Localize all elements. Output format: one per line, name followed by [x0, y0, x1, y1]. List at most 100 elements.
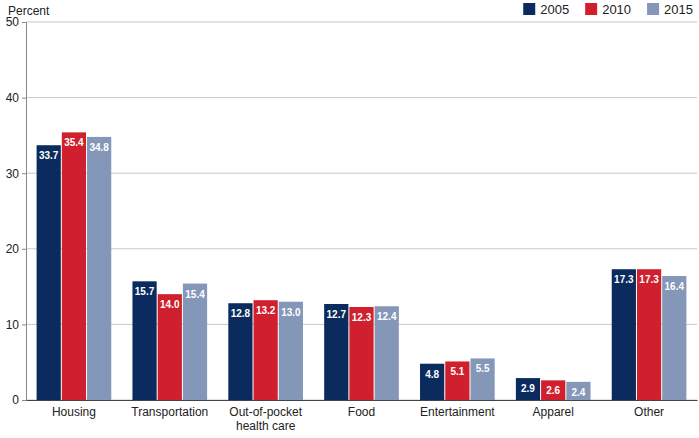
bar [324, 304, 348, 400]
bar [279, 302, 303, 400]
x-tick-label: Housing [52, 405, 96, 419]
legend-swatch [523, 3, 535, 15]
bars [37, 132, 687, 400]
bar [62, 132, 86, 400]
y-tick: 10 [6, 318, 26, 332]
bar [37, 145, 61, 400]
x-tick-label: Apparel [533, 405, 574, 419]
y-tick-mark [22, 400, 26, 401]
bar [158, 294, 182, 400]
data-label: 16.4 [665, 281, 685, 292]
grid-line [26, 248, 697, 249]
data-label: 12.7 [327, 309, 347, 320]
grid-line [26, 22, 697, 23]
grid-line [26, 97, 697, 98]
y-tick-label: 30 [6, 167, 20, 181]
y-tick: 20 [6, 242, 26, 256]
y-tick-mark [22, 22, 26, 23]
bar [228, 303, 252, 400]
bar [183, 284, 207, 400]
x-tick-label: Other [634, 405, 664, 419]
y-axis: 01020304050 [6, 15, 27, 407]
x-tick-label: Transportation [131, 405, 208, 419]
series-bars [37, 145, 636, 400]
data-label: 2.6 [546, 385, 560, 396]
legend-label: 2015 [664, 2, 693, 17]
data-label: 12.4 [377, 311, 397, 322]
bar [612, 269, 636, 400]
x-tick: Apparel [533, 400, 574, 419]
y-tick-mark [22, 324, 26, 325]
x-tick: Food [348, 400, 375, 419]
bar [87, 137, 111, 400]
data-label: 35.4 [64, 137, 84, 148]
data-label: 33.7 [39, 150, 59, 161]
x-tick: Transportation [131, 400, 208, 419]
bar [445, 361, 469, 400]
data-label: 13.2 [256, 305, 276, 316]
y-tick-label: 40 [6, 91, 20, 105]
series-bars [87, 137, 686, 400]
data-label: 34.8 [89, 142, 109, 153]
x-tick-label-line: health care [236, 419, 296, 433]
y-tick-mark [22, 249, 26, 250]
legend-swatch [585, 3, 597, 15]
x-tick-label: Out-of-pockethealth care [229, 405, 302, 433]
bar [566, 382, 590, 400]
y-tick-label: 20 [6, 242, 20, 256]
bar [516, 378, 540, 400]
grid [26, 22, 697, 400]
y-tick: 0 [12, 393, 26, 407]
data-label: 12.3 [352, 312, 372, 323]
y-tick-label: 0 [12, 393, 19, 407]
series-bars [62, 132, 661, 400]
x-tick: Other [634, 400, 664, 419]
y-tick-mark [22, 98, 26, 99]
data-labels: 33.7 15.7 12.8 12.7 4.8 2.9 17.3 35.4 14.0 13.2 12… [39, 137, 684, 397]
data-label: 2.4 [571, 387, 585, 398]
y-tick-label: 10 [6, 318, 20, 332]
data-label: 15.7 [135, 286, 155, 297]
data-label: 2.9 [521, 383, 535, 394]
legend-item: 2015 [647, 2, 693, 17]
x-tick: Entertainment [420, 400, 495, 419]
grid-line [26, 173, 697, 174]
bar [132, 281, 156, 400]
x-tick-label-line: Out-of-pocket [229, 405, 302, 419]
y-tick-mark [22, 173, 26, 174]
legend-item: 2005 [523, 2, 569, 17]
x-tick-label: Food [348, 405, 375, 419]
y-tick: 40 [6, 91, 26, 105]
bar [420, 364, 444, 400]
bar [541, 380, 565, 400]
data-label: 12.8 [231, 308, 251, 319]
chart: 0102030405033.715.712.812.74.82.917.335.… [0, 0, 699, 438]
bar [375, 306, 399, 400]
legend-label: 2005 [540, 2, 569, 17]
legend-label: 2010 [602, 2, 631, 17]
data-label: 14.0 [160, 299, 180, 310]
data-label: 13.0 [281, 307, 301, 318]
data-label: 17.3 [639, 274, 659, 285]
data-label: 15.4 [185, 289, 205, 300]
data-label: 17.3 [614, 274, 634, 285]
x-axis-line [27, 400, 698, 401]
x-tick-label: Entertainment [420, 405, 495, 419]
x-tick: Out-of-pockethealth care [229, 400, 302, 433]
bar [637, 269, 661, 400]
x-axis: Housing Transportation Out-of-pockethealth… [27, 400, 698, 433]
plot: 0102030405033.715.712.812.74.82.917.335.… [6, 15, 698, 433]
legend-swatch [647, 3, 659, 15]
legend-item: 2010 [585, 2, 631, 17]
y-axis-line [22, 23, 27, 401]
bar [662, 276, 686, 400]
data-label: 5.1 [450, 366, 464, 377]
bar [470, 358, 494, 400]
data-label: 5.5 [476, 363, 490, 374]
legend: 2005 2010 2015 [523, 2, 693, 17]
y-tick: 30 [6, 167, 26, 181]
bar [254, 300, 278, 400]
data-label: 4.8 [425, 369, 439, 380]
bar [349, 307, 373, 400]
x-tick: Housing [52, 400, 96, 419]
